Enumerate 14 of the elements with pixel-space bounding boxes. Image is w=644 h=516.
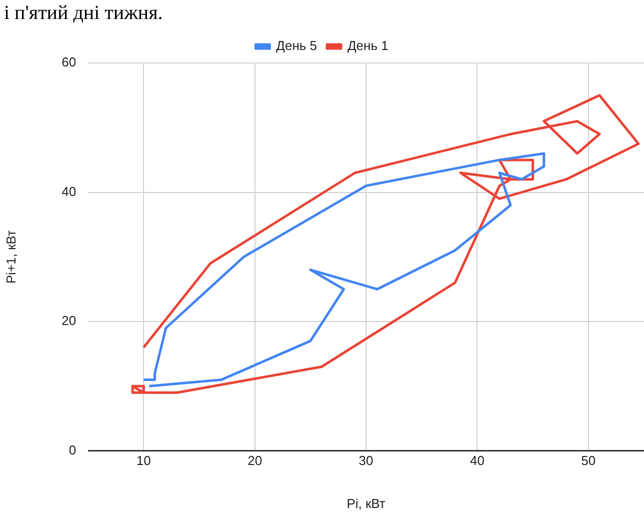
- x-tick-label: 10: [136, 453, 151, 468]
- x-axis-title: Pi, кВт: [346, 496, 386, 511]
- y-tick-label: 40: [62, 184, 76, 199]
- x-tick-label: 40: [470, 453, 484, 468]
- y-axis-title: Pi+1, кВт: [3, 230, 18, 284]
- y-tick-label: 0: [68, 442, 76, 458]
- legend-label: День 1: [348, 38, 388, 54]
- x-tick-label: 20: [248, 453, 262, 468]
- y-tick-label: 60: [62, 54, 76, 70]
- legend-label: День 5: [276, 38, 317, 54]
- chart-title: і п'ятий дні тижня.: [3, 1, 164, 26]
- x-tick-label: 50: [581, 453, 596, 468]
- x-tick-label: 30: [358, 453, 374, 468]
- y-tick-label: 20: [62, 313, 76, 328]
